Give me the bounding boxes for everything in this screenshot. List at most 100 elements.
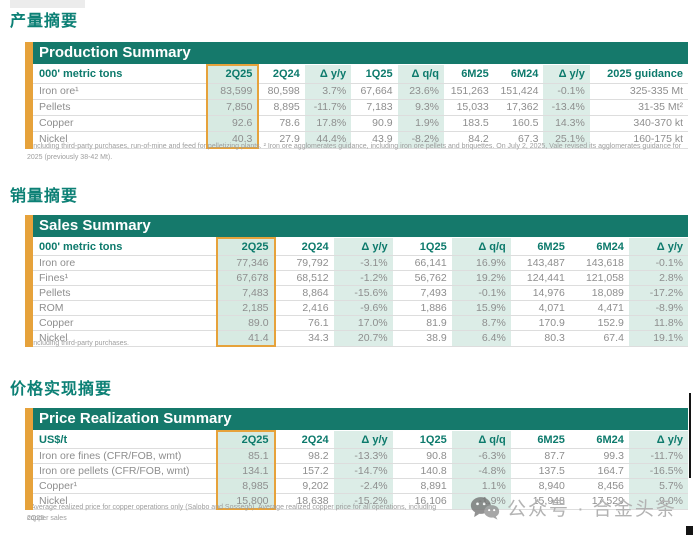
- column-header: 2Q25: [216, 237, 276, 256]
- column-header: 2Q24: [272, 67, 300, 80]
- unit-label: 000' metric tons: [39, 67, 123, 80]
- cell: 68,512: [274, 270, 334, 286]
- column-header: Δ y/y: [628, 238, 688, 256]
- cell: 17,362: [493, 99, 544, 116]
- cell: 11.8%: [628, 315, 688, 331]
- cell: -14.7%: [333, 463, 393, 479]
- column-header: Δ y/y: [333, 238, 393, 256]
- row-label: Copper: [25, 315, 218, 331]
- page-edge-artifact: [689, 393, 691, 478]
- cell: 8,985: [216, 478, 276, 494]
- cell: 92.6: [206, 115, 260, 132]
- cell: 18,089: [569, 285, 629, 301]
- cell: 160-175 kt: [589, 131, 688, 149]
- table-row: Iron ore pellets (CFR/FOB, wmt) 134.1 157.…: [25, 463, 688, 479]
- table-title-production: Production Summary: [25, 42, 688, 64]
- table-row: Iron ore fines (CFR/FOB, wmt) 85.1 98.2 -13…: [25, 448, 688, 464]
- row-label: Nickel: [25, 330, 218, 347]
- column-header: 1Q25: [419, 433, 447, 446]
- cell: 1,886: [392, 300, 452, 316]
- cell: 340-370 kt: [589, 115, 688, 132]
- cell: 16,106: [392, 493, 452, 510]
- row-label: Pellets: [25, 285, 218, 301]
- cell: 7,850: [206, 99, 260, 116]
- column-header: 2Q25: [216, 430, 276, 449]
- column-header: 2Q24: [301, 433, 329, 446]
- cell: 7,183: [351, 99, 398, 116]
- cell: 18,638: [274, 493, 334, 510]
- table-row: Pellets 7,483 8,864 -15.6% 7,493 -0.1% 14,976 1…: [25, 285, 688, 301]
- cell: 43.9: [351, 131, 398, 149]
- price-realization-card: Price Realization Summary US$/t 2Q25 2Q24 Δ…: [25, 408, 688, 510]
- cell: -8.2%: [397, 131, 444, 149]
- unit-label: US$/t: [39, 433, 68, 446]
- column-header: Δ q/q: [451, 431, 511, 449]
- column-header: 6M25: [537, 240, 565, 253]
- cell: 4,071: [510, 300, 570, 316]
- column-header: Δ y/y: [304, 65, 352, 84]
- section-heading-price-cn: 价格实现摘要: [10, 381, 113, 398]
- column-header: 2Q24: [301, 240, 329, 253]
- table-row: Nickel 41.4 34.3 20.7% 38.9 6.4% 80.3 67.4 19.1%: [25, 330, 688, 347]
- cell: 83,599: [206, 83, 260, 100]
- price-footnote-line2: 2Q25.: [27, 515, 47, 522]
- cell: 8.7%: [451, 315, 511, 331]
- row-label: Nickel: [25, 493, 218, 510]
- table-row: Nickel 40.3 27.9 44.4% 43.9 -8.2% 84.2 67.3 25.1…: [25, 131, 688, 149]
- cell: 15,948: [510, 493, 570, 510]
- column-header: Δ y/y: [333, 431, 393, 449]
- cell: 152.9: [569, 315, 629, 331]
- cell: 164.7: [569, 463, 629, 479]
- production-summary-table: 000' metric tons 2Q25 2Q24 Δ y/y 1Q25 Δ q/q 6M…: [25, 64, 688, 149]
- cell: 160.5: [493, 115, 544, 132]
- cell: 143,618: [569, 255, 629, 271]
- price-realization-table: US$/t 2Q25 2Q24 Δ y/y 1Q25 Δ q/q 6M25 6M24 Δ y/y…: [25, 430, 688, 510]
- cell: 67.3: [493, 131, 544, 149]
- row-label: Nickel: [25, 131, 208, 149]
- column-header: Δ q/q: [397, 65, 444, 84]
- cell: 151,424: [493, 83, 544, 100]
- cell: 7,483: [216, 285, 276, 301]
- cell: 8,940: [510, 478, 570, 494]
- column-header: 1Q25: [419, 240, 447, 253]
- cell: 134.1: [216, 463, 276, 479]
- cell: -0.1%: [543, 83, 590, 100]
- table-title-sales: Sales Summary: [25, 215, 688, 237]
- column-header: 6M24: [596, 240, 624, 253]
- column-header: Δ y/y: [628, 431, 688, 449]
- cell: 157.2: [274, 463, 334, 479]
- unit-label: 000' metric tons: [39, 240, 123, 253]
- cell: -9.6%: [333, 300, 393, 316]
- cell: 183.5: [444, 115, 494, 132]
- wechat-icon: [470, 496, 500, 520]
- cell: 79,792: [274, 255, 334, 271]
- production-summary-card: Production Summary 000' metric tons 2Q25 2…: [25, 42, 688, 149]
- cell: -2.4%: [333, 478, 393, 494]
- column-header: Δ y/y: [543, 65, 590, 84]
- table-row: Copper 92.6 78.6 17.8% 90.9 1.9% 183.5 160.5 14.…: [25, 115, 688, 132]
- row-label: Iron ore pellets (CFR/FOB, wmt): [25, 463, 218, 479]
- cell: 99.3: [569, 448, 629, 464]
- cell: 66,141: [392, 255, 452, 271]
- cell: 2,185: [216, 300, 276, 316]
- page-corner-artifact: [686, 526, 693, 535]
- cell: 19.1%: [628, 330, 688, 347]
- cell: 7,493: [392, 285, 452, 301]
- cell: 81.9: [392, 315, 452, 331]
- cell: -13.4%: [543, 99, 590, 116]
- cell: 8,895: [258, 99, 305, 116]
- table-row: ROM 2,185 2,416 -9.6% 1,886 15.9% 4,071 4,471 -8…: [25, 300, 688, 316]
- cell: 137.5: [510, 463, 570, 479]
- gold-accent-bar: [25, 42, 33, 149]
- row-label: Iron ore: [25, 255, 218, 271]
- table-row: Nickel 15,800 18,638 -15.2% 16,106 -1.9% 15,94…: [25, 493, 688, 510]
- cell: 17.8%: [304, 115, 352, 132]
- table-row: Iron ore¹ 83,599 80,598 3.7% 67,664 23.6% 151,…: [25, 83, 688, 100]
- row-label: Iron ore¹: [25, 83, 208, 100]
- page-edge-artifact: [10, 0, 85, 8]
- cell: 3.7%: [304, 83, 352, 100]
- cell: 56,762: [392, 270, 452, 286]
- column-header: 6M24: [510, 67, 539, 80]
- cell: -15.6%: [333, 285, 393, 301]
- table-row: Pellets 7,850 8,895 -11.7% 7,183 9.3% 15,033 17…: [25, 99, 688, 116]
